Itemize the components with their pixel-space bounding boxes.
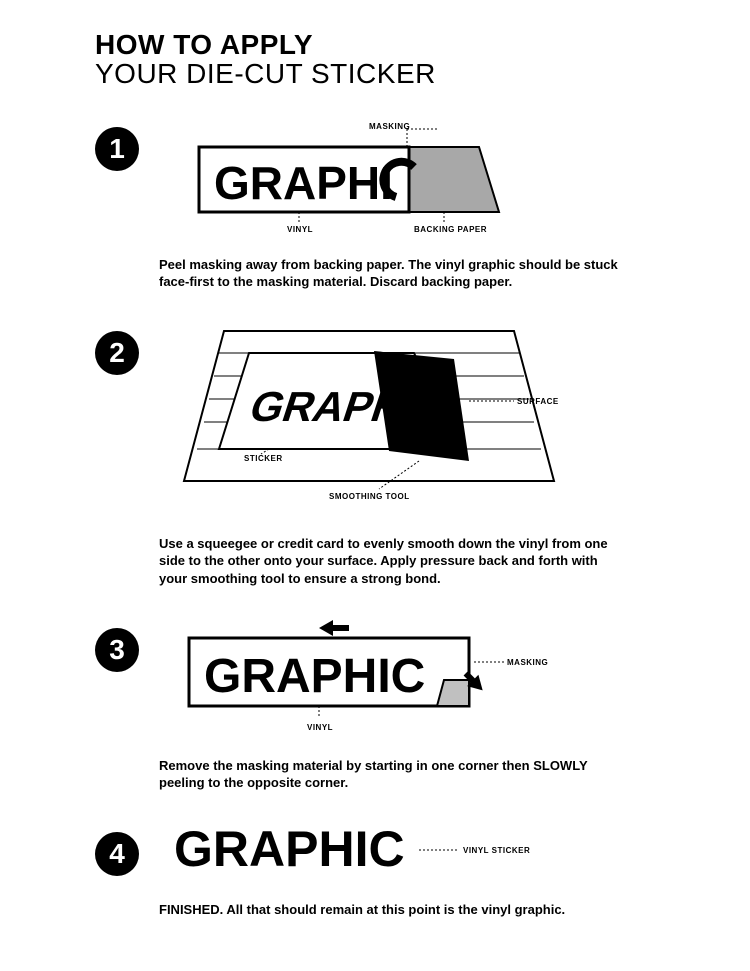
- step-4-diagram: GRAPHIC VINYL STICKER FINISHED. All that…: [159, 822, 655, 919]
- step-1: 1 GRAPHI MASKING VIN: [95, 117, 655, 291]
- step-4-caption: FINISHED. All that should remain at this…: [159, 901, 619, 919]
- step-4: 4 GRAPHIC VINYL STICKER FINISHED. All th…: [95, 822, 655, 919]
- label-vinyl-3: VINYL: [307, 723, 333, 732]
- label-vinyl-1: VINYL: [287, 225, 313, 234]
- title-line-2: YOUR DIE-CUT STICKER: [95, 59, 655, 88]
- title-line-1: HOW TO APPLY: [95, 30, 655, 59]
- label-masking-3: MASKING: [507, 658, 548, 667]
- page: HOW TO APPLY YOUR DIE-CUT STICKER 1 GRAP…: [95, 30, 655, 918]
- step-3: 3 GRAPHIC: [95, 618, 655, 792]
- graphic-text-3: GRAPHIC: [204, 650, 425, 703]
- step-2-caption: Use a squeegee or credit card to evenly …: [159, 535, 619, 588]
- step-3-caption: Remove the masking material by starting …: [159, 757, 619, 792]
- step-2-diagram: GRAPHI SURFACE STICKER SMOOTHING TOOL Us…: [159, 321, 655, 588]
- step-3-diagram: GRAPHIC MASKING VINYL Remove the masking…: [159, 618, 655, 792]
- label-vinyl-sticker: VINYL STICKER: [463, 846, 530, 855]
- label-sticker: STICKER: [244, 454, 283, 463]
- step-number-2: 2: [95, 331, 139, 375]
- step-2: 2 GRAPHI: [95, 321, 655, 588]
- step-number-3: 3: [95, 628, 139, 672]
- label-masking-1: MASKING: [369, 122, 410, 131]
- graphic-text-4: GRAPHIC: [174, 822, 405, 877]
- step-number-4: 4: [95, 832, 139, 876]
- step-number-1: 1: [95, 127, 139, 171]
- graphic-text-1: GRAPHI: [214, 157, 393, 209]
- step-1-caption: Peel masking away from backing paper. Th…: [159, 256, 619, 291]
- label-surface: SURFACE: [517, 397, 559, 406]
- label-backing-paper: BACKING PAPER: [414, 225, 487, 234]
- title-block: HOW TO APPLY YOUR DIE-CUT STICKER: [95, 30, 655, 89]
- step-1-diagram: GRAPHI MASKING VINYL BACKING PAPER Peel …: [159, 117, 655, 291]
- label-smoothing-tool: SMOOTHING TOOL: [329, 492, 410, 501]
